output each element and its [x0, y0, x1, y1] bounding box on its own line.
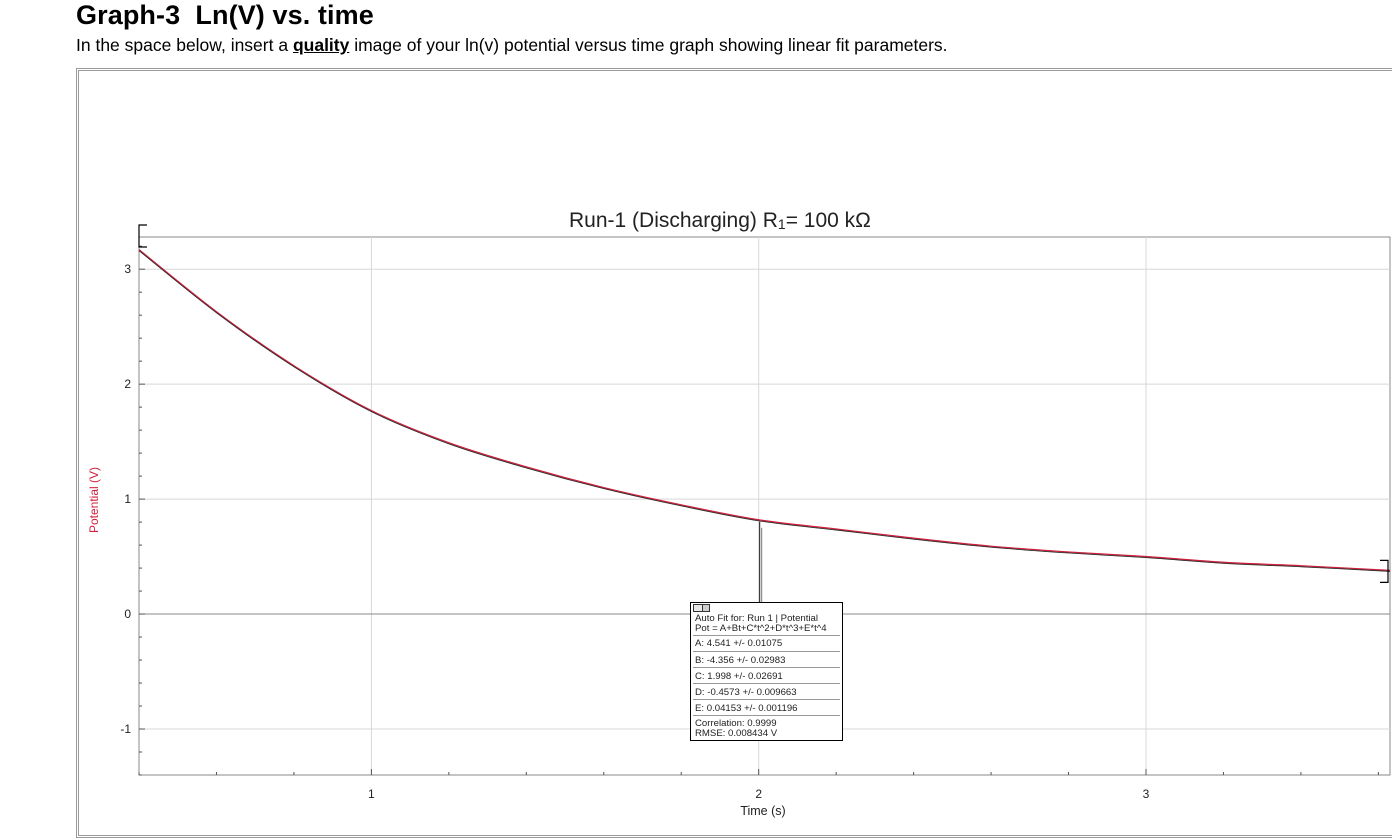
instruction-emphasis: quality [292, 35, 350, 55]
instruction-before: In the space below, insert a [76, 35, 293, 55]
fit-param-d: D: -0.4573 +/- 0.009663 [695, 687, 797, 698]
range-start-bracket [138, 224, 147, 248]
fit-divider [693, 683, 840, 684]
fit-correlation: Correlation: 0.9999 [695, 718, 777, 729]
y-axis-label: Potential (V) [87, 467, 101, 533]
fit-curve-line [138, 250, 1391, 572]
x-tick-label: 1 [368, 787, 375, 801]
fit-equation: Pot = A+Bt+C*t^2+D*t^3+E*t^4 [695, 623, 827, 634]
chart-title: Run-1 (Discharging) R1= 100 kΩ [569, 209, 871, 232]
y-tick-label: 0 [124, 607, 131, 621]
y-tick-label: -1 [120, 722, 131, 736]
curve-fit-box[interactable]: Auto Fit for: Run 1 | Potential Pot = A+… [690, 602, 843, 741]
x-tick-label: 2 [755, 787, 762, 801]
plot-border [138, 236, 1391, 776]
instruction-text: In the space below, insert a quality ima… [76, 35, 948, 56]
data-series-line [138, 249, 1391, 572]
fit-divider [693, 667, 840, 668]
fit-divider [693, 715, 840, 716]
fit-close-icon[interactable] [702, 604, 710, 612]
chart-title-main: Run-1 (Discharging) R [569, 209, 778, 232]
y-tick-label: 1 [124, 492, 131, 506]
fit-param-a: A: 4.541 +/- 0.01075 [695, 638, 783, 649]
page-title: Graph-3 Ln(V) vs. time [76, 0, 374, 30]
x-axis-label: Time (s) [740, 804, 785, 818]
y-tick-label: 2 [124, 377, 131, 391]
instruction-after: image of your ln(v) potential versus tim… [349, 35, 948, 55]
fit-divider [693, 699, 840, 700]
fit-param-c: C: 1.998 +/- 0.02691 [695, 671, 783, 682]
fit-param-e: E: 0.04153 +/- 0.001196 [695, 703, 798, 714]
y-tick-label: 3 [124, 262, 131, 276]
x-tick-label: 3 [1143, 787, 1150, 801]
range-end-bracket [1380, 559, 1389, 583]
chart-title-subscript: 1 [778, 216, 786, 232]
fit-divider [693, 635, 840, 636]
fit-rmse: RMSE: 0.008434 V [695, 728, 778, 739]
chart-title-suffix: = 100 kΩ [786, 209, 871, 232]
fit-header: Auto Fit for: Run 1 | Potential [695, 613, 819, 624]
plot-area[interactable]: -1 0 1 2 3 1 2 3 [120, 224, 1391, 801]
fit-param-b: B: -4.356 +/- 0.02983 [695, 655, 786, 666]
fit-divider [693, 651, 840, 652]
